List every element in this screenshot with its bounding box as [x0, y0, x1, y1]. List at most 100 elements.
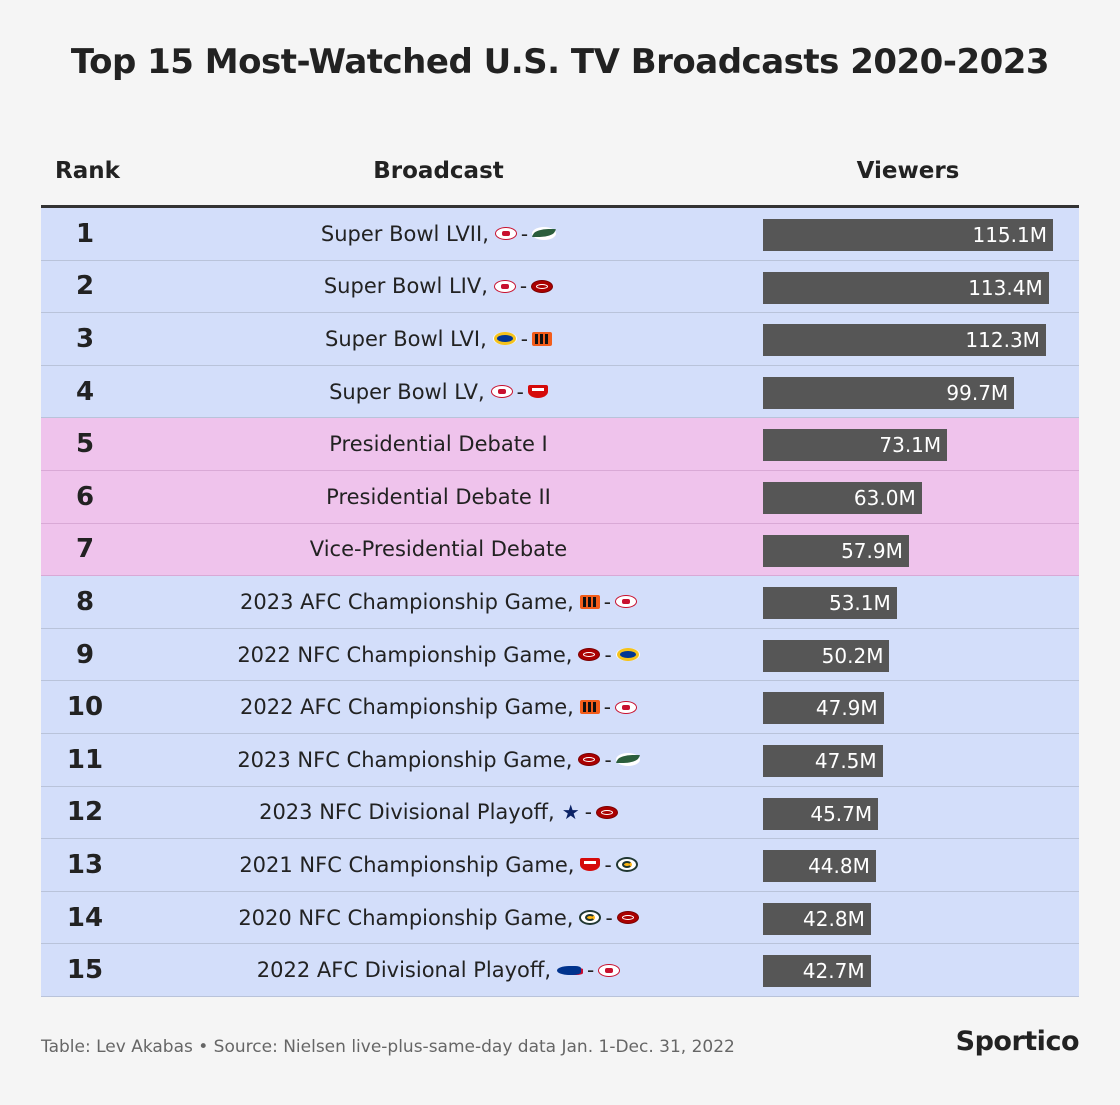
team-logos: - — [578, 642, 640, 667]
rank-cell: 15 — [66, 955, 104, 986]
team-logos: ★ - — [561, 800, 618, 824]
rank-cell: 2 — [75, 271, 95, 302]
49ers-logo-icon — [578, 753, 601, 767]
broadcast-table: 1 Super Bowl LVII, - 115.1M 2 Super Bowl LIV,… — [41, 208, 1079, 997]
viewers-label: 42.7M — [802, 959, 865, 984]
broadcast-cell: 2023 AFC Championship Game, - — [201, 576, 676, 628]
broadcast-name: 2022 AFC Divisional Playoff, — [256, 958, 552, 983]
broadcast-cell: 2021 NFC Championship Game, - — [201, 839, 676, 891]
rank-header: Rank — [55, 158, 120, 184]
table-row: 15 2022 AFC Divisional Playoff, - 42.7M — [41, 944, 1079, 997]
table-row: 6 Presidential Debate II 63.0M — [41, 470, 1079, 524]
versus-dash: - — [516, 379, 524, 404]
viewers-label: 63.0M — [853, 485, 916, 510]
packers-logo-icon — [615, 857, 638, 873]
broadcast-name: Super Bowl LVII, — [320, 221, 489, 246]
broadcast-header: Broadcast — [373, 158, 504, 184]
rank-cell: 10 — [66, 692, 104, 723]
viewers-label: 112.3M — [965, 328, 1040, 353]
eagles-logo-icon — [615, 753, 640, 767]
versus-dash: - — [584, 800, 592, 825]
versus-dash: - — [604, 747, 612, 772]
broadcast-cell: Presidential Debate I — [201, 418, 676, 470]
rank-cell: 1 — [75, 218, 95, 249]
viewers-bar: 42.7M — [763, 955, 871, 988]
rank-cell: 4 — [75, 376, 95, 407]
rank-cell: 11 — [66, 744, 104, 775]
broadcast-cell: Super Bowl LVI, - — [201, 313, 676, 365]
49ers-logo-icon — [578, 648, 601, 662]
viewers-label: 47.9M — [815, 696, 878, 721]
broadcast-name: 2022 AFC Championship Game, — [239, 695, 574, 720]
table-row: 10 2022 AFC Championship Game, - 47.9M — [41, 681, 1079, 734]
broadcast-name: Presidential Debate II — [326, 484, 551, 509]
viewers-label: 115.1M — [972, 223, 1047, 247]
chiefs-logo-icon — [598, 963, 621, 977]
table-row: 5 Presidential Debate I 73.1M — [41, 418, 1079, 471]
rank-cell: 9 — [75, 639, 95, 670]
eagles-logo-icon — [532, 227, 557, 241]
table-row: 14 2020 NFC Championship Game, - 42.8M — [41, 891, 1079, 945]
broadcast-name: Vice-Presidential Debate — [309, 537, 568, 562]
packers-logo-icon — [579, 910, 602, 926]
table-row: 1 Super Bowl LVII, - 115.1M — [41, 208, 1079, 261]
viewers-bar: 45.7M — [763, 797, 879, 830]
bengals-logo-icon — [531, 331, 552, 346]
broadcast-name: Presidential Debate I — [329, 432, 548, 457]
viewers-bar: 47.9M — [763, 692, 884, 725]
viewers-bar: 112.3M — [763, 324, 1046, 357]
broadcast-cell: 2023 NFC Divisional Playoff, ★ - — [201, 787, 676, 839]
broadcast-name: Super Bowl LIV, — [323, 274, 488, 299]
broadcast-cell: 2022 AFC Divisional Playoff, - — [201, 944, 676, 996]
broadcast-cell: Super Bowl LVII, - — [201, 208, 676, 260]
viewers-label: 45.7M — [810, 801, 873, 826]
broadcast-name: Super Bowl LVI, — [325, 326, 487, 351]
viewers-label: 42.8M — [803, 906, 865, 931]
broadcast-cell: Presidential Debate II — [201, 471, 676, 523]
viewers-bar: 73.1M — [763, 429, 948, 462]
versus-dash: - — [605, 905, 613, 930]
viewers-label: 99.7M — [946, 380, 1009, 405]
49ers-logo-icon — [531, 279, 554, 293]
buccaneers-logo-icon — [580, 858, 601, 872]
table-header: Rank Broadcast Viewers — [41, 158, 1079, 198]
versus-dash: - — [604, 642, 612, 667]
broadcast-cell: Vice-Presidential Debate — [201, 524, 676, 576]
rank-cell: 8 — [75, 586, 95, 617]
table-row: 3 Super Bowl LVI, - 112.3M — [41, 313, 1079, 366]
header-divider — [41, 205, 1079, 208]
broadcast-cell: 2023 NFC Championship Game, - — [201, 734, 676, 786]
broadcast-name: 2023 AFC Championship Game, — [239, 589, 574, 614]
broadcast-name: 2020 NFC Championship Game, — [238, 905, 574, 930]
team-logos: - — [493, 274, 554, 299]
chiefs-logo-icon — [494, 227, 517, 241]
broadcast-name: 2021 NFC Championship Game, — [239, 852, 575, 877]
broadcast-cell: Super Bowl LV, - — [201, 366, 676, 418]
brand-logo: Sportico — [955, 1026, 1080, 1057]
rank-cell: 7 — [75, 534, 95, 565]
chiefs-logo-icon — [615, 595, 638, 609]
viewers-label: 113.4M — [968, 275, 1043, 300]
chart-title: Top 15 Most-Watched U.S. TV Broadcasts 2… — [70, 42, 1050, 82]
bills-logo-icon — [557, 964, 583, 977]
versus-dash: - — [519, 274, 528, 299]
rank-cell: 6 — [75, 481, 95, 512]
broadcast-name: 2023 NFC Divisional Playoff, — [259, 800, 555, 825]
team-logos: - — [557, 958, 621, 983]
bengals-logo-icon — [579, 700, 600, 715]
versus-dash: - — [587, 958, 595, 983]
viewers-bar: 53.1M — [763, 587, 897, 620]
viewers-bar: 44.8M — [763, 850, 876, 883]
viewers-bar: 99.7M — [763, 376, 1015, 409]
viewers-label: 50.2M — [821, 643, 884, 668]
table-row: 7 Vice-Presidential Debate 57.9M — [41, 523, 1079, 577]
versus-dash: - — [604, 852, 612, 877]
team-logos: - — [579, 695, 638, 720]
team-logos: - — [578, 747, 640, 772]
table-row: 8 2023 AFC Championship Game, - 53.1M — [41, 576, 1079, 629]
broadcast-cell: Super Bowl LIV, - — [201, 261, 676, 313]
buccaneers-logo-icon — [527, 385, 548, 399]
versus-dash: - — [603, 695, 612, 720]
team-logos: - — [490, 379, 548, 404]
viewers-label: 73.1M — [879, 433, 942, 458]
